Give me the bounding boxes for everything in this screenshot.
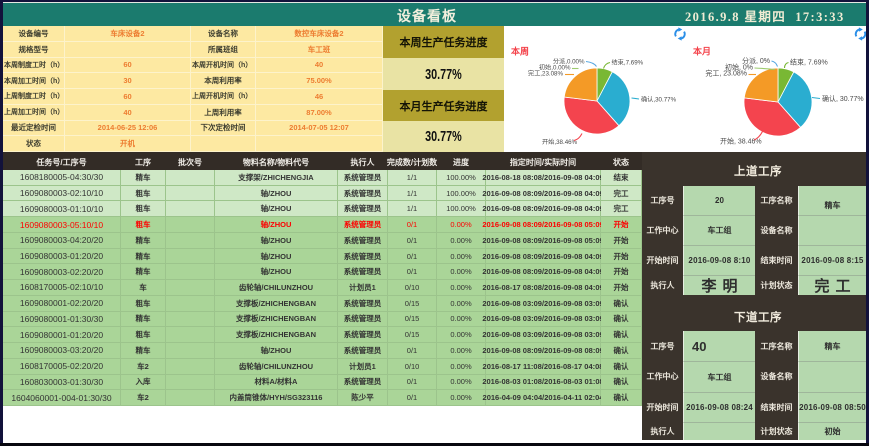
svg-text:开始, 38.46%: 开始, 38.46%: [720, 137, 762, 146]
svg-text:结束, 7.69%: 结束, 7.69%: [790, 58, 828, 67]
svg-text:分派, 0%: 分派, 0%: [742, 56, 770, 65]
svg-text:分派,0.00%: 分派,0.00%: [553, 58, 585, 66]
svg-text:完工,23.08%: 完工,23.08%: [528, 70, 564, 78]
svg-text:本周: 本周: [511, 46, 529, 57]
svg-text:确认,30.77%: 确认,30.77%: [641, 96, 677, 104]
svg-text:开始,38.46%: 开始,38.46%: [542, 138, 578, 146]
svg-text:确认, 30.77%: 确认, 30.77%: [822, 94, 864, 103]
svg-text:初始, 0%: 初始, 0%: [725, 63, 753, 72]
svg-text:本月: 本月: [693, 46, 711, 57]
svg-text:结束,7.69%: 结束,7.69%: [612, 59, 644, 67]
svg-text:完工, 23.08%: 完工, 23.08%: [705, 69, 747, 78]
svg-text:初始,0.00%: 初始,0.00%: [539, 64, 571, 72]
